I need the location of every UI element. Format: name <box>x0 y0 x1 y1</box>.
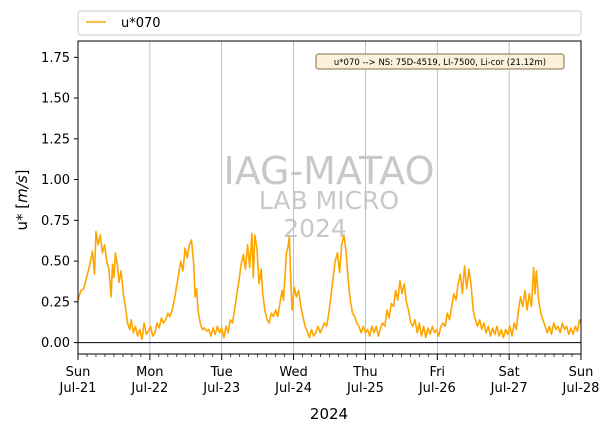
y-axis-title-close: ] <box>13 170 31 176</box>
x-tick-date: Jul-25 <box>346 381 384 396</box>
y-tick-label: 0.25 <box>41 295 70 310</box>
watermark-title: IAG-MATAO <box>223 149 434 193</box>
x-tick-day: Sat <box>498 365 519 380</box>
x-tick-day: Mon <box>136 365 163 380</box>
x-tick-day: Tue <box>210 365 233 380</box>
x-tick-date: Jul-28 <box>562 381 600 396</box>
legend: u*070 <box>77 10 582 36</box>
legend-frame <box>77 10 582 36</box>
y-tick-label: 0.50 <box>41 255 70 270</box>
series-line-u070 <box>77 230 582 341</box>
annotation-background <box>315 53 565 70</box>
y-tick-label: 0.75 <box>41 214 70 229</box>
x-tick-day: Wed <box>279 365 307 380</box>
x-tick-day: Fri <box>430 365 446 380</box>
watermark-subtitle: LAB MICRO <box>259 186 399 215</box>
watermark-year: 2024 <box>283 214 347 243</box>
y-tick-label: 1.50 <box>41 92 70 107</box>
x-tick-date: Jul-21 <box>59 381 97 396</box>
legend-label-u070: u*070 <box>121 16 161 31</box>
y-tick-label: 1.00 <box>41 173 70 188</box>
y-tick-label: 1.75 <box>41 51 70 66</box>
x-tick-day: Thu <box>352 365 377 380</box>
annotation-text: u*070 --> NS: 75D-4519, LI-7500, Li-cor … <box>334 58 546 68</box>
annotation-box: u*070 --> NS: 75D-4519, LI-7500, Li-cor … <box>315 53 565 70</box>
y-tick-label: 1.25 <box>41 132 70 147</box>
y-axis: 0.00 0.25 0.50 0.75 1.00 1.25 1.50 1.75 <box>41 51 78 351</box>
x-axis-title: 2024 <box>310 405 348 423</box>
y-tick-label: 0.00 <box>41 336 70 351</box>
grid-layer <box>149 41 510 354</box>
y-axis-title: u* [m/s] <box>13 170 31 231</box>
x-tick-day: Sun <box>66 365 91 380</box>
x-axis: SunJul-21MonJul-22TueJul-23WedJul-24ThuJ… <box>59 354 600 396</box>
x-tick-date: Jul-23 <box>202 381 240 396</box>
y-axis-title-main: u* [ <box>13 203 31 231</box>
y-axis-title-unit: m/s <box>13 175 31 203</box>
series-layer <box>77 230 582 341</box>
x-tick-date: Jul-26 <box>418 381 456 396</box>
x-tick-date: Jul-24 <box>274 381 312 396</box>
x-tick-date: Jul-27 <box>490 381 528 396</box>
x-tick-day: Sun <box>569 365 594 380</box>
x-tick-date: Jul-22 <box>130 381 168 396</box>
